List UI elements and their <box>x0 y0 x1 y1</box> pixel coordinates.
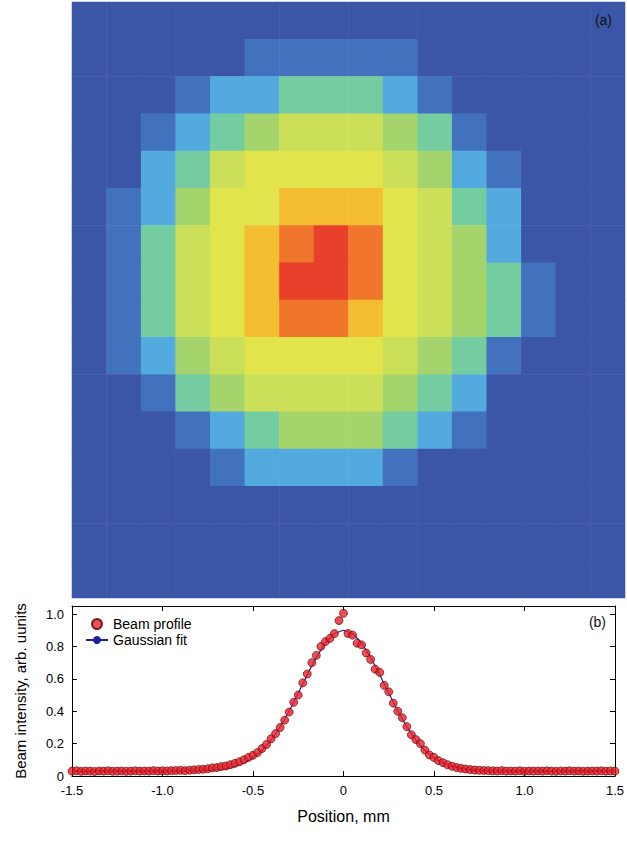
svg-text:0.4: 0.4 <box>46 704 64 719</box>
svg-text:0.5: 0.5 <box>425 783 443 798</box>
svg-text:0: 0 <box>57 769 64 784</box>
svg-text:1.5: 1.5 <box>606 783 624 798</box>
svg-text:Beam intensity, arb. uunits: Beam intensity, arb. uunits <box>12 603 29 779</box>
svg-text:-1.0: -1.0 <box>151 783 173 798</box>
svg-text:-1.5: -1.5 <box>61 783 83 798</box>
svg-text:(a): (a) <box>595 12 612 28</box>
svg-text:0.6: 0.6 <box>46 671 64 686</box>
svg-text:-0.5: -0.5 <box>242 783 264 798</box>
svg-text:1.0: 1.0 <box>515 783 533 798</box>
svg-text:Position, mm: Position, mm <box>297 808 389 825</box>
svg-text:Beam profile: Beam profile <box>113 616 192 632</box>
svg-text:0.8: 0.8 <box>46 639 64 654</box>
svg-text:(b): (b) <box>589 614 606 630</box>
svg-text:Gaussian fit: Gaussian fit <box>113 632 187 648</box>
svg-text:0: 0 <box>340 783 347 798</box>
svg-text:0.2: 0.2 <box>46 736 64 751</box>
svg-text:1.0: 1.0 <box>46 607 64 622</box>
